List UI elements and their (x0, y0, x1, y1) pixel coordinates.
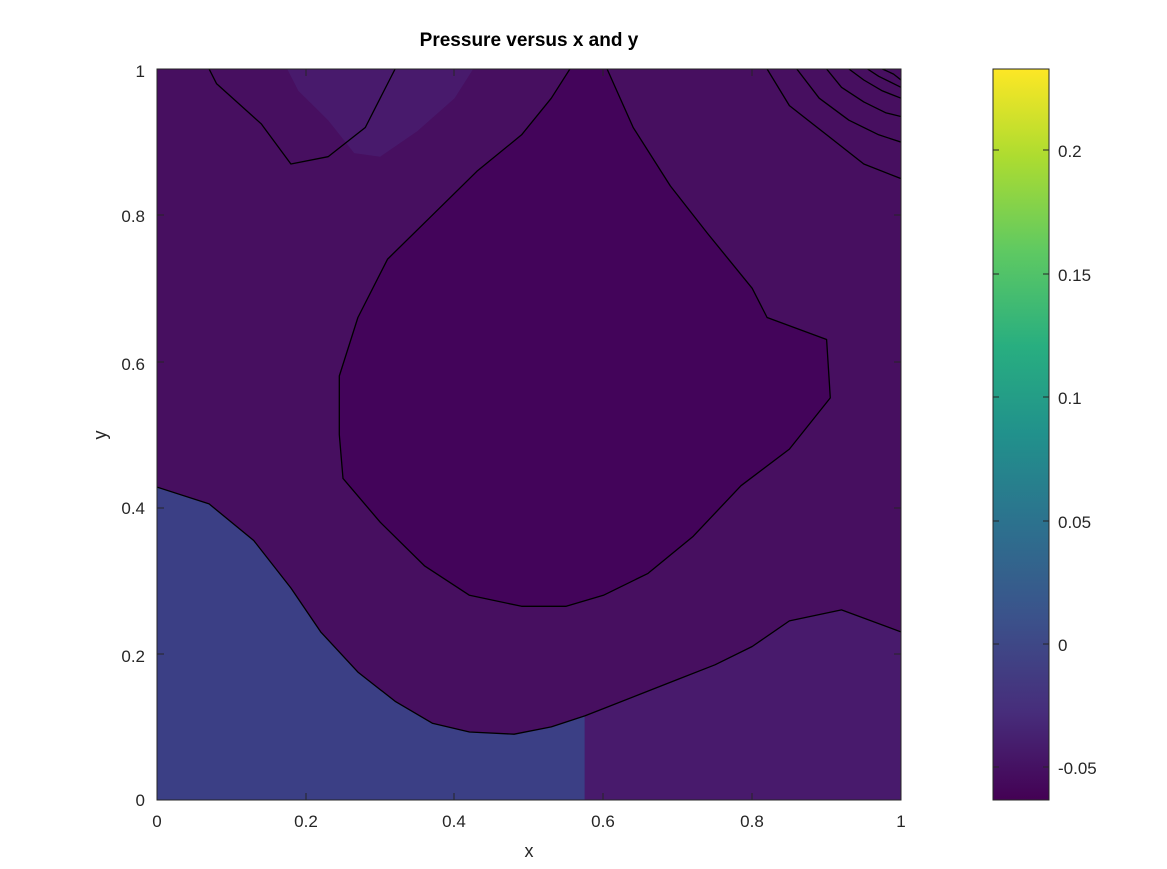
colorbar-gradient (993, 69, 1049, 800)
colorbar-tick-label-5: 0.2 (1058, 142, 1082, 161)
y-tick-label-0: 0 (136, 791, 145, 810)
contour-region-1 (157, 487, 585, 800)
y-axis: 0 0.2 0.4 0.6 0.8 1 y (90, 62, 145, 810)
contour-line-1 (338, 69, 831, 607)
contour-region-4 (287, 69, 474, 157)
y-tick-label-2: 0.4 (121, 499, 145, 518)
y-tick-label-4: 0.8 (121, 207, 145, 226)
colorbar-tick-label-2: 0.05 (1058, 513, 1091, 532)
contour-line-2 (208, 69, 396, 165)
x-tick-label-4: 0.8 (740, 812, 764, 831)
x-tick-label-5: 1 (896, 812, 905, 831)
x-tick-label-1: 0.2 (294, 812, 318, 831)
contour-region-3 (584, 609, 901, 800)
contour-line-6 (848, 69, 901, 99)
x-tick-label-2: 0.4 (442, 812, 466, 831)
x-tick-label-0: 0 (152, 812, 161, 831)
isolines (157, 69, 901, 735)
filled-regions (157, 69, 901, 800)
x-axis: 0 0.2 0.4 0.6 0.8 1 x (152, 812, 905, 861)
colorbar-tick-label-3: 0.1 (1058, 389, 1082, 408)
contour-line-5 (826, 69, 901, 118)
y-tick-label-1: 0.2 (121, 647, 145, 666)
y-axis-label: y (90, 431, 110, 440)
contour-region-2 (339, 69, 831, 607)
colorbar-tick-label-1: 0 (1058, 636, 1067, 655)
contour-line-4 (796, 69, 901, 143)
y-tick-label-5: 1 (136, 62, 145, 81)
x-axis-label: x (525, 841, 534, 861)
y-tick-label-3: 0.6 (121, 355, 145, 374)
contour-line-8 (882, 69, 901, 81)
plot-area (157, 69, 901, 800)
contour-line-3 (766, 69, 901, 180)
axis-ticks (156, 68, 902, 801)
contour-line-0 (157, 486, 901, 735)
plot-frame (156, 68, 902, 801)
colorbar-frame (992, 68, 1050, 801)
x-tick-label-3: 0.6 (591, 812, 615, 831)
colorbar-ticks (993, 149, 1049, 768)
colorbar: -0.05 0 0.05 0.1 0.15 0.2 (992, 68, 1097, 801)
colorbar-tick-label-4: 0.15 (1058, 266, 1091, 285)
contour-line-7 (867, 69, 901, 88)
chart-title: Pressure versus x and y (420, 30, 639, 51)
colorbar-tick-label-0: -0.05 (1058, 759, 1097, 778)
